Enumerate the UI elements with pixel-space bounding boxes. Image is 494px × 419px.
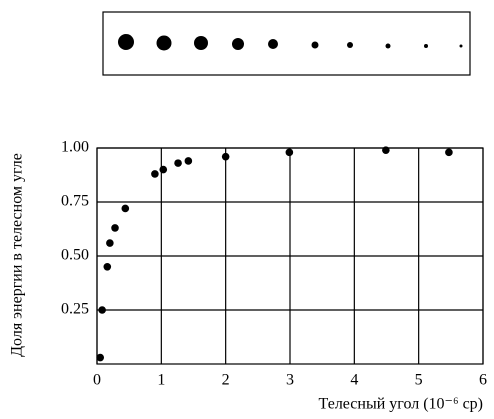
x-tick-label: 5 <box>415 372 423 389</box>
point <box>184 157 193 165</box>
point <box>121 204 130 213</box>
x-tick-label: 4 <box>350 372 358 389</box>
point <box>174 159 182 167</box>
x-tick-label: 0 <box>93 372 101 389</box>
plot-frame <box>96 147 484 365</box>
x-tick-label: 2 <box>222 372 230 389</box>
spot-image <box>102 11 471 76</box>
y-axis-label: Доля энергии в телесном угле <box>9 153 26 357</box>
y-tick-label: 0.25 <box>61 301 89 318</box>
x-tick-label: 3 <box>286 372 294 389</box>
point <box>98 306 106 314</box>
point <box>445 148 453 157</box>
point <box>159 165 168 174</box>
y-tick-label: 0.50 <box>61 247 89 264</box>
point <box>221 152 230 161</box>
point <box>106 239 114 247</box>
y-tick-label: 0.75 <box>61 193 89 210</box>
point <box>151 170 159 178</box>
y-tick-label: 1.00 <box>61 139 89 156</box>
point <box>382 146 390 154</box>
x-tick-label: 6 <box>479 372 487 389</box>
point <box>96 353 105 362</box>
point <box>285 148 294 157</box>
x-axis-label: Телесный угол (10⁻⁶ ср) <box>319 396 483 413</box>
point <box>103 263 112 271</box>
x-tick-label: 1 <box>157 372 165 389</box>
point <box>111 224 119 232</box>
